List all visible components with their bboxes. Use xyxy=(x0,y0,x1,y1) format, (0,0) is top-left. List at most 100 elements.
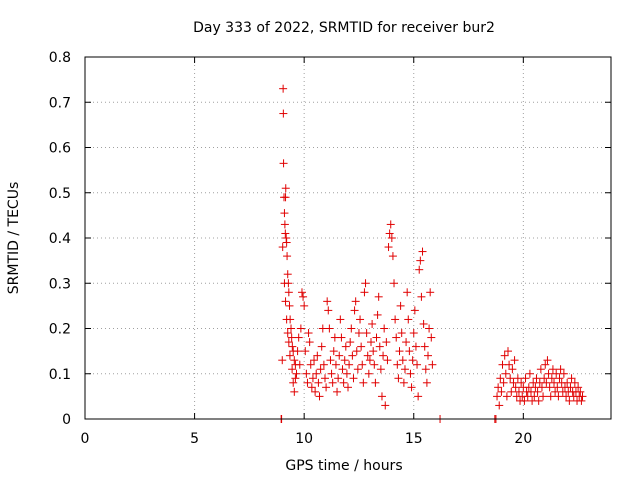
data-point xyxy=(371,378,380,387)
data-point xyxy=(333,387,342,396)
y-tick-label: 0.1 xyxy=(49,367,71,383)
data-point xyxy=(420,342,429,351)
data-point xyxy=(327,369,336,378)
data-point xyxy=(508,365,517,374)
chart-title: Day 333 of 2022, SRMTID for receiver bur… xyxy=(193,20,495,36)
data-point xyxy=(308,374,317,383)
data-point xyxy=(311,387,320,396)
data-point xyxy=(525,369,534,378)
data-point xyxy=(545,383,554,392)
data-point xyxy=(493,392,502,401)
data-point xyxy=(349,374,358,383)
data-point xyxy=(551,387,560,396)
data-point xyxy=(396,301,405,310)
data-point xyxy=(403,288,412,297)
data-point xyxy=(281,297,290,306)
data-point xyxy=(379,351,388,360)
data-point xyxy=(410,306,419,315)
data-point xyxy=(312,369,321,378)
data-point xyxy=(278,243,287,252)
data-point xyxy=(293,347,302,356)
data-point xyxy=(543,356,552,365)
data-point xyxy=(281,229,290,238)
data-point xyxy=(555,374,564,383)
data-point xyxy=(348,351,357,360)
data-point xyxy=(565,396,574,405)
data-point xyxy=(295,360,304,369)
data-point xyxy=(536,365,545,374)
data-point xyxy=(376,365,385,374)
data-point xyxy=(363,351,372,360)
data-point xyxy=(570,378,579,387)
data-point xyxy=(563,378,572,387)
data-point xyxy=(282,315,291,324)
data-point xyxy=(284,288,293,297)
data-point xyxy=(347,324,356,333)
data-point xyxy=(550,378,559,387)
data-point xyxy=(302,369,311,378)
data-point xyxy=(416,256,425,265)
data-point xyxy=(338,365,347,374)
data-point xyxy=(414,392,423,401)
y-tick-label: 0.6 xyxy=(49,141,71,157)
data-point xyxy=(313,351,322,360)
data-point xyxy=(408,356,417,365)
data-point xyxy=(280,220,289,229)
data-point xyxy=(341,342,350,351)
data-point xyxy=(566,383,575,392)
data-point xyxy=(280,279,289,288)
data-point xyxy=(288,342,297,351)
data-point xyxy=(291,374,300,383)
data-point xyxy=(279,159,288,168)
data-point xyxy=(374,292,383,301)
data-point xyxy=(377,392,386,401)
data-point xyxy=(502,392,511,401)
data-point xyxy=(494,383,503,392)
data-point xyxy=(423,351,432,360)
data-point xyxy=(540,374,549,383)
data-point xyxy=(297,288,306,297)
data-point xyxy=(406,369,415,378)
data-point xyxy=(509,378,518,387)
data-point xyxy=(354,329,363,338)
data-point xyxy=(339,378,348,387)
data-point xyxy=(361,279,370,288)
data-point xyxy=(548,365,557,374)
data-point xyxy=(513,374,522,383)
grid-lines xyxy=(85,57,611,419)
data-point xyxy=(334,374,343,383)
data-point xyxy=(517,378,526,387)
data-point xyxy=(427,333,436,342)
data-point xyxy=(365,356,374,365)
data-point xyxy=(395,347,404,356)
data-point xyxy=(421,365,430,374)
y-tick-label: 0.7 xyxy=(49,95,71,111)
data-point xyxy=(346,338,355,347)
x-axis-label: GPS time / hours xyxy=(285,458,402,474)
data-point xyxy=(559,369,568,378)
data-point xyxy=(499,378,508,387)
data-point xyxy=(505,360,514,369)
data-point xyxy=(541,360,550,369)
data-point xyxy=(367,338,376,347)
data-point xyxy=(306,360,315,369)
data-point xyxy=(281,184,290,193)
data-point xyxy=(282,238,291,247)
data-point xyxy=(283,270,292,279)
data-point xyxy=(495,401,504,410)
y-tick-label: 0.4 xyxy=(49,231,71,247)
data-point xyxy=(328,378,337,387)
x-tick-label: 5 xyxy=(190,431,199,447)
data-point xyxy=(382,338,391,347)
data-point xyxy=(400,365,409,374)
data-point xyxy=(533,387,542,396)
data-point xyxy=(369,347,378,356)
data-point xyxy=(418,247,427,256)
data-point xyxy=(323,297,332,306)
data-point xyxy=(413,360,422,369)
data-point xyxy=(405,347,414,356)
data-point xyxy=(398,356,407,365)
data-point xyxy=(285,301,294,310)
data-point xyxy=(294,333,303,342)
